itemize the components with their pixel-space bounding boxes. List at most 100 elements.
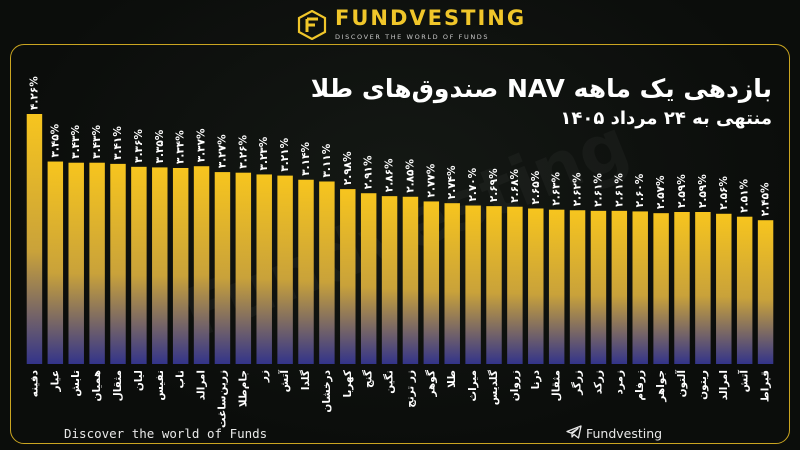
bar-12 [277, 175, 293, 364]
bar-32 [695, 212, 711, 364]
category-label-21: میراث [467, 370, 479, 401]
category-label-8: امرالد [196, 370, 208, 400]
category-label-11: زر [258, 370, 270, 383]
bar-15 [340, 189, 356, 364]
value-label-2: ۳.۴۳% [70, 124, 82, 158]
bar-28 [611, 210, 628, 364]
fundvesting-logo-icon [297, 10, 327, 40]
category-label-1: عیار [49, 370, 61, 392]
bar-18 [402, 196, 419, 364]
value-label-11: ۳.۲۳% [258, 136, 270, 170]
category-label-34: آتش [738, 370, 751, 393]
bar-7 [172, 167, 189, 364]
category-label-30: جواهر [655, 370, 667, 403]
category-label-28: زمرد [613, 370, 625, 394]
bar-24 [528, 208, 544, 364]
category-label-15: کهربا [342, 369, 354, 397]
bar-6 [152, 167, 168, 364]
value-label-35: ۲.۴۵% [760, 182, 772, 216]
brand-tagline: DISCOVER THE WORLD OF FUNDS [335, 33, 490, 41]
category-label-24: درنا [530, 369, 542, 389]
bar-4 [110, 163, 126, 364]
value-label-25: ۲.۶۳% [551, 171, 563, 205]
category-label-12: آتش [278, 370, 291, 393]
value-label-34: ۲.۵۱% [739, 178, 751, 212]
category-label-6: نفیس [154, 370, 166, 401]
category-label-26: زرگر [571, 370, 584, 396]
value-label-13: ۳.۱۴% [300, 142, 312, 176]
bar-9 [214, 172, 231, 364]
value-label-3: ۳.۴۳% [91, 124, 103, 158]
bar-19 [423, 201, 440, 364]
bar-11 [256, 174, 272, 364]
value-label-29: ۲.۶۰% [634, 173, 646, 207]
value-label-7: ۳.۳۴% [175, 130, 187, 164]
value-label-15: ۲.۹۸% [342, 151, 354, 185]
footer-channel: Fundvesting [586, 426, 663, 441]
category-label-4: مثقال [112, 370, 124, 401]
value-label-0: ۴.۲۶% [28, 76, 40, 110]
gold-frame [10, 44, 790, 444]
bar-22 [486, 206, 502, 364]
chart-title: بازدهی یک ماهه NAV صندوق‌های طلا [310, 74, 772, 103]
bar-23 [507, 206, 523, 364]
category-label-33: امرالد [718, 370, 730, 400]
category-label-18: زر ترنج [404, 370, 416, 408]
category-label-13: گلدا [299, 369, 312, 390]
bar-21 [465, 205, 481, 364]
brand-name: FUNDVESTING [335, 6, 527, 30]
value-label-24: ۲.۶۵% [530, 170, 542, 204]
value-label-30: ۲.۵۷% [655, 175, 667, 209]
bar-29 [632, 211, 648, 364]
bar-20 [444, 203, 460, 364]
category-label-27: زرکد [592, 370, 604, 394]
category-label-35: قیراط [760, 370, 772, 402]
value-label-33: ۲.۵۶% [718, 176, 730, 210]
bar-8 [193, 166, 210, 364]
value-label-14: ۳.۱۱% [321, 143, 333, 177]
value-label-28: ۲.۶۱% [613, 173, 625, 207]
chart-subtitle: منتهی به ۲۴ مرداد ۱۴۰۵ [560, 108, 772, 129]
value-label-12: ۳.۲۱% [279, 137, 291, 171]
value-label-17: ۲.۸۶% [384, 158, 396, 192]
bar-17 [381, 196, 398, 364]
bar-33 [716, 213, 732, 364]
category-label-25: مثقال [551, 370, 563, 401]
bar-1 [47, 161, 64, 364]
category-label-10: جام‌طلا [237, 370, 249, 407]
category-label-31: آلتون [675, 370, 688, 398]
bar-34 [736, 216, 753, 364]
category-label-19: گوهر [424, 369, 437, 397]
value-label-27: ۲.۶۱% [592, 173, 604, 207]
footer-slogan: Discover the world of Funds [64, 426, 268, 441]
value-label-10: ۳.۲۶% [237, 134, 249, 168]
value-label-18: ۲.۸۵% [404, 159, 416, 193]
category-label-5: لیان [133, 370, 145, 391]
bar-25 [548, 209, 565, 364]
category-label-7: ناب [175, 370, 187, 388]
category-label-23: زروان [509, 370, 521, 401]
header-logo: FUNDVESTING DISCOVER THE WORLD OF FUNDS [0, 0, 800, 50]
bar-27 [590, 210, 607, 364]
value-label-19: ۲.۷۷% [425, 163, 437, 197]
category-label-2: تابش [70, 370, 82, 397]
bar-35 [757, 220, 774, 364]
value-label-8: ۳.۳۷% [196, 128, 208, 162]
value-label-23: ۲.۶۸% [509, 169, 521, 203]
value-label-6: ۳.۳۵% [154, 129, 166, 163]
telegram-icon [566, 425, 582, 439]
value-label-20: ۲.۷۴% [446, 165, 458, 199]
value-label-21: ۲.۷۰% [467, 167, 479, 201]
value-label-22: ۲.۶۹% [488, 168, 500, 202]
bar-14 [319, 181, 335, 364]
value-label-16: ۲.۹۱% [363, 155, 375, 189]
category-label-14: درخشان [321, 369, 333, 412]
bar-13 [298, 179, 314, 364]
category-label-16: گنج [362, 369, 375, 388]
bar-26 [569, 210, 586, 364]
category-label-3: همیان [91, 370, 103, 402]
category-label-29: زرفام [634, 370, 646, 401]
category-label-32: ریتون [697, 370, 709, 400]
